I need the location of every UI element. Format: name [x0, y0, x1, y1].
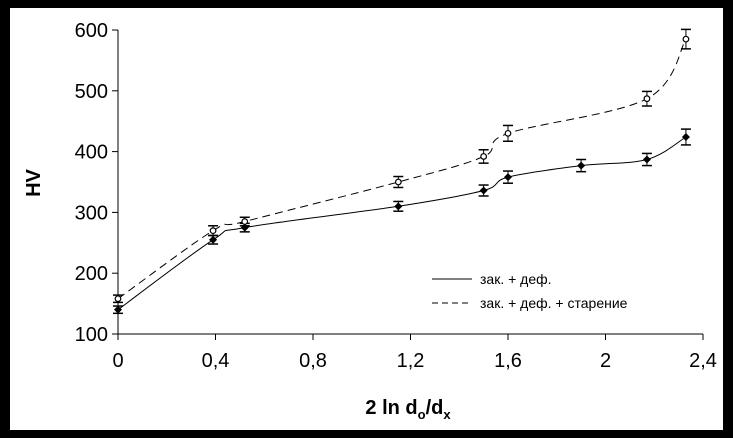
data-point-circle: [394, 178, 402, 186]
data-point-circle: [114, 295, 122, 303]
hv-chart: 100 200 300 400 500 600 0 0,4 0,8 1,2 1,6 2 2,4 зак.…: [23, 20, 717, 422]
x-tick-label: 2: [600, 350, 611, 372]
data-point-diamond: [479, 186, 488, 195]
y-tick-label: 500: [75, 81, 108, 103]
y-tick-label: 400: [75, 142, 108, 164]
x-tick-label: 1,6: [494, 350, 522, 372]
y-tick-label: 300: [75, 202, 108, 224]
data-point-diamond: [642, 155, 651, 164]
data-point-diamond: [504, 173, 512, 182]
x-tick-label: 2,4: [689, 350, 717, 372]
data-point-circle: [504, 129, 512, 137]
series-line-2: [117, 38, 687, 300]
chart-panel: 100 200 300 400 500 600 0 0,4 0,8 1,2 1,6 2 2,4 зак.…: [10, 8, 723, 430]
y-tick-label: 600: [75, 20, 108, 42]
x-axis-title: 2 ln do/dx: [365, 397, 451, 422]
legend-label-2: зак. + деф. + старение: [480, 295, 628, 311]
data-point-circle: [643, 95, 651, 103]
data-point-diamond: [681, 133, 690, 142]
series-curves: [117, 38, 687, 311]
data-point-circle: [241, 218, 249, 225]
data-point-circle: [682, 35, 690, 43]
legend: зак. + деф. зак. + деф. + старение: [432, 271, 628, 311]
data-point-circle: [480, 153, 488, 160]
x-tick-label: 0,8: [299, 350, 327, 372]
x-tick-label: 0: [112, 350, 123, 372]
data-point-diamond: [577, 161, 586, 170]
data-point-circle: [209, 227, 217, 235]
y-axis-title: HV: [23, 168, 45, 196]
y-tick-label: 100: [75, 324, 108, 346]
data-point-diamond: [114, 305, 122, 314]
series-line-1: [117, 136, 687, 311]
x-tick-label: 1,2: [397, 350, 425, 372]
data-point-diamond: [394, 202, 403, 211]
y-tick-label: 200: [75, 263, 108, 285]
axes: 100 200 300 400 500 600 0 0,4 0,8 1,2 1,6 2 2,4: [75, 20, 717, 372]
legend-label-1: зак. + деф.: [480, 271, 552, 287]
data-point-diamond: [209, 235, 218, 244]
series-points: [113, 28, 691, 315]
x-tick-label: 0,4: [202, 350, 230, 372]
